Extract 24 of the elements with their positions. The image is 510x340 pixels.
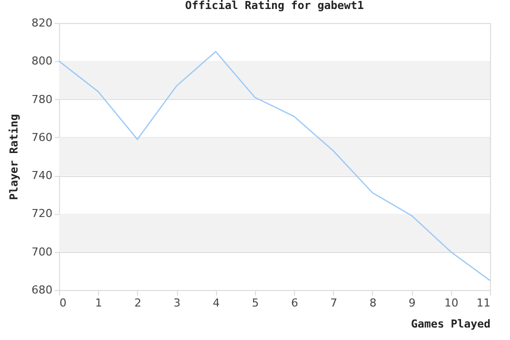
x-tick-label: 2 — [134, 296, 142, 310]
y-axis-title: Player Rating — [8, 114, 21, 200]
y-tick-label: 680 — [32, 284, 52, 296]
x-tick-label: 0 — [60, 296, 66, 310]
x-tick-label: 9 — [408, 296, 416, 310]
x-axis-title: Games Played — [411, 318, 490, 330]
x-tick-label: 5 — [252, 296, 259, 310]
x-tick-label: 11 — [476, 296, 490, 310]
x-tick-label: 6 — [291, 296, 298, 310]
y-tick-label: 820 — [32, 16, 52, 30]
x-tick-label: 4 — [212, 296, 220, 310]
line-series — [58, 51, 491, 282]
x-tick-label: 7 — [330, 296, 338, 310]
y-tick-label: 760 — [32, 130, 52, 144]
x-tick-label: 8 — [369, 296, 376, 310]
x-tick-label: 10 — [444, 296, 458, 310]
y-tick-label: 800 — [32, 54, 52, 68]
y-tick-label: 780 — [32, 92, 52, 106]
x-tick-label: 1 — [95, 296, 102, 310]
y-tick-label: 700 — [32, 245, 52, 258]
y-tick-label: 720 — [32, 207, 52, 220]
y-tick-label: 740 — [32, 169, 52, 182]
chart-title: Official Rating for gabewt1 — [185, 0, 364, 12]
x-tick-label: 3 — [174, 296, 181, 310]
